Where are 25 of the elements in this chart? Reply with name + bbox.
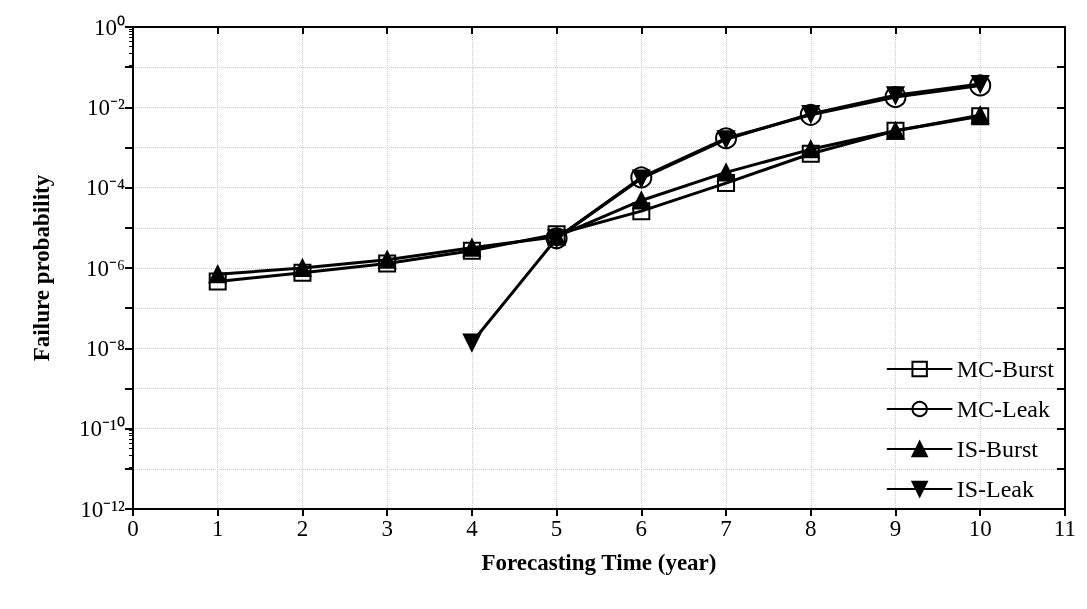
legend-label: IS-Leak xyxy=(956,476,1034,502)
legend-label: IS-Burst xyxy=(956,436,1039,462)
y-tick-label: 10⁻⁶ xyxy=(85,255,125,281)
x-axis-title: Forecasting Time (year) xyxy=(481,550,717,575)
y-tick-label: 10⁻¹² xyxy=(80,496,126,522)
y-tick-label: 10⁻⁸ xyxy=(85,335,125,361)
x-tick-label: 5 xyxy=(550,516,563,541)
y-tick-label: 10⁰ xyxy=(94,14,125,40)
y-tick-label: 10⁻¹⁰ xyxy=(79,416,125,442)
x-tick-label: 0 xyxy=(127,516,139,541)
y-tick-label: 10⁻² xyxy=(87,94,126,120)
legend-label: MC-Burst xyxy=(956,356,1055,382)
y-axis-title: Failure probability xyxy=(29,174,54,362)
x-tick-label: 2 xyxy=(296,516,309,541)
x-tick-label: 1 xyxy=(211,516,224,541)
x-tick-label: 6 xyxy=(635,516,648,541)
y-tick-label: 10⁻⁴ xyxy=(85,175,125,201)
x-tick-label: 3 xyxy=(381,516,393,541)
x-tick-label: 7 xyxy=(720,516,732,541)
x-tick-label: 10 xyxy=(968,516,992,541)
x-tick-label: 11 xyxy=(1053,516,1076,541)
x-tick-label: 9 xyxy=(889,516,902,541)
legend-label: MC-Leak xyxy=(956,396,1050,422)
x-tick-label: 8 xyxy=(805,516,817,541)
x-tick-label: 4 xyxy=(466,516,479,541)
